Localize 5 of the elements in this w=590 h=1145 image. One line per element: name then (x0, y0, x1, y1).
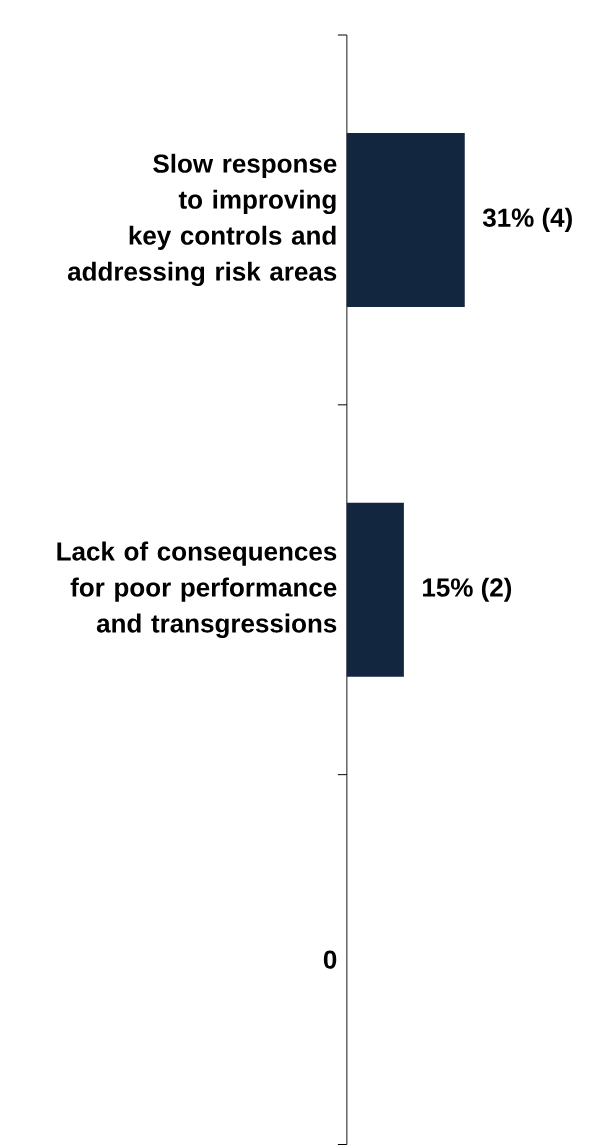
y-tick-label: Lack of consequences for poor performance and transgressions (57, 541, 337, 638)
y-tick-label: 0 (324, 950, 337, 969)
data-label: 31% (4) (482, 207, 573, 233)
y-tick-label: Slow response to improving key controls and addressing risk areas (68, 153, 337, 287)
data-label: 15% (2) (423, 577, 512, 602)
